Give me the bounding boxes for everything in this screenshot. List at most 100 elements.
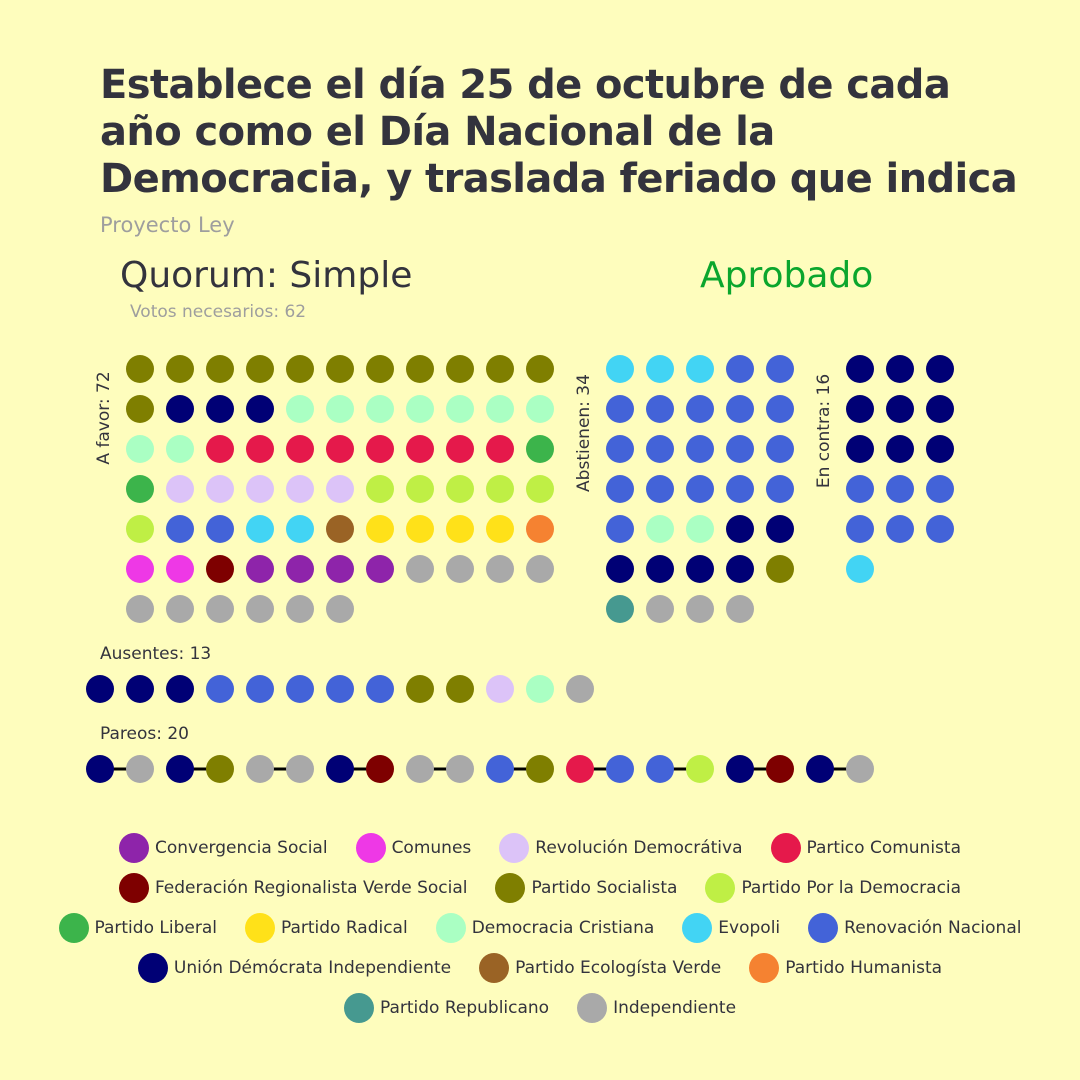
absent-seat: [446, 675, 474, 703]
pair-seat: [526, 755, 554, 783]
favor-seat: [486, 515, 514, 543]
favor-seat: [246, 515, 274, 543]
absent-seat: [366, 675, 394, 703]
favor-seat: [326, 475, 354, 503]
legend-swatch: [343, 993, 374, 1023]
legend-label: Federación Regionalista Verde Social: [154, 878, 468, 898]
favor-seat: [526, 395, 554, 423]
favor-seat: [246, 555, 274, 583]
favor-seat: [486, 355, 514, 383]
favor-seat: [526, 355, 554, 383]
abstain-seat: [646, 555, 674, 583]
favor-seat: [286, 595, 314, 623]
against-seat: [926, 435, 954, 463]
abstain-seat: [726, 355, 754, 383]
favor-seat: [166, 555, 194, 583]
legend-swatch: [58, 913, 89, 943]
pair-seat: [766, 755, 794, 783]
abstain-seat: [686, 395, 714, 423]
favor-seat: [206, 515, 234, 543]
legend-label: Partido Por la Democracia: [741, 878, 962, 898]
favor-seat: [406, 515, 434, 543]
legend-row: Unión Démócrata Independiente Partido Eco…: [0, 953, 1080, 983]
abstain-seat: [726, 515, 754, 543]
legend-label: Democracia Cristiana: [471, 918, 655, 938]
abstain-seat: [726, 475, 754, 503]
favor-seat: [206, 475, 234, 503]
absent-seat: [126, 675, 154, 703]
abstain-seat: [606, 355, 634, 383]
favor-seat: [126, 395, 154, 423]
absent-seat: [406, 675, 434, 703]
abstain-seat: [726, 595, 754, 623]
favor-seat: [246, 355, 274, 383]
favor-seat: [126, 555, 154, 583]
legend-row: Federación Regionalista Verde Social Part…: [0, 873, 1080, 903]
abstain-seat: [726, 555, 754, 583]
abstain-seat: [766, 395, 794, 423]
legend-item: Renovación Nacional: [808, 913, 1021, 943]
favor-seat: [166, 395, 194, 423]
favor-seat: [406, 395, 434, 423]
legend-label: Comunes: [391, 838, 472, 858]
legend-swatch: [808, 913, 839, 943]
pair-seat: [366, 755, 394, 783]
pairs-group-label: Pareos: 20: [100, 724, 190, 744]
against-seat: [886, 355, 914, 383]
favor-seat: [406, 355, 434, 383]
favor-seat: [326, 555, 354, 583]
legend-item: Independiente: [577, 993, 736, 1023]
legend-label: Partido Ecologísta Verde: [515, 958, 722, 978]
absent-seat: [526, 675, 554, 703]
abstain-seat: [726, 435, 754, 463]
legend-label: Independiente: [613, 998, 737, 1018]
legend-item: Unión Démócrata Independiente: [137, 953, 452, 983]
legend-label: Partido Socialista: [531, 878, 678, 898]
abstain-seat: [606, 595, 634, 623]
favor-seat: [166, 515, 194, 543]
legend-label: Evopoli: [718, 918, 781, 938]
abstain-seat: [766, 355, 794, 383]
abstain-seat: [606, 435, 634, 463]
favor-seat: [406, 555, 434, 583]
legend-row: Convergencia Social Comunes Revolución Dem…: [0, 833, 1080, 863]
absent-seat: [486, 675, 514, 703]
favor-seat: [166, 355, 194, 383]
legend-item: Revolución Democrátiva: [499, 833, 743, 863]
favor-seat: [446, 395, 474, 423]
against-seat: [846, 395, 874, 423]
absent-seat: [286, 675, 314, 703]
abstain-seat: [646, 435, 674, 463]
legend-label: Convergencia Social: [154, 838, 328, 858]
favor-seat: [326, 435, 354, 463]
favor-seat: [406, 435, 434, 463]
legend-swatch: [499, 833, 530, 863]
favor-seat: [366, 515, 394, 543]
absent-seat: [166, 675, 194, 703]
favor-seat: [286, 355, 314, 383]
favor-seat: [486, 475, 514, 503]
pair-seat: [166, 755, 194, 783]
against-seat: [926, 395, 954, 423]
legend-label: Unión Démócrata Independiente: [173, 958, 452, 978]
absent-seat: [326, 675, 354, 703]
favor-seat: [126, 595, 154, 623]
legend-label: Partico Comunista: [806, 838, 961, 858]
abstain-seat: [686, 555, 714, 583]
pair-seat: [726, 755, 754, 783]
pair-seat: [566, 755, 594, 783]
pair-seat: [486, 755, 514, 783]
against-seat: [886, 515, 914, 543]
pair-seat: [806, 755, 834, 783]
legend-item: Partido Humanista: [749, 953, 942, 983]
legend-label: Partido Liberal: [94, 918, 217, 938]
pair-seat: [86, 755, 114, 783]
abstain-seat: [646, 595, 674, 623]
favor-seat: [366, 395, 394, 423]
abstain-seat: [726, 395, 754, 423]
favor-seat: [246, 595, 274, 623]
pair-seat: [846, 755, 874, 783]
legend-item: Partido Por la Democracia: [705, 873, 961, 903]
favor-seat: [166, 595, 194, 623]
legend-item: Comunes: [355, 833, 472, 863]
